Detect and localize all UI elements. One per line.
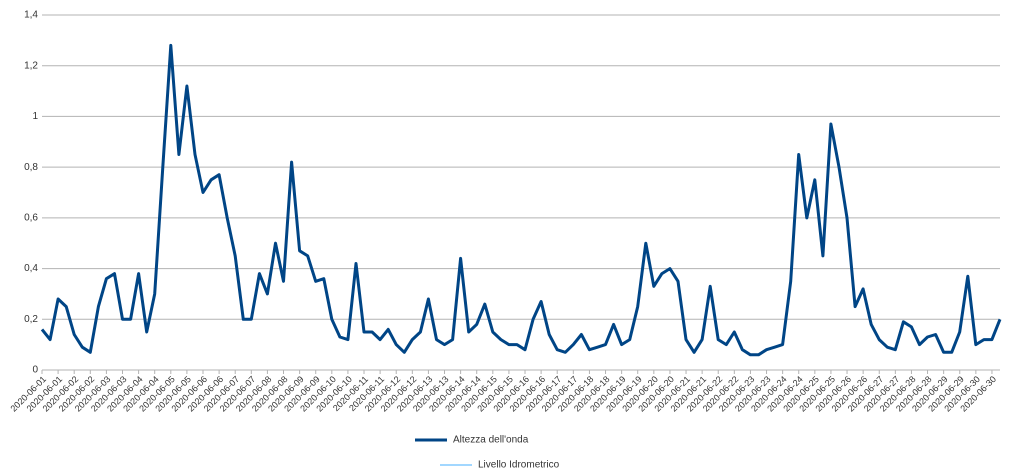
y-tick-label: 0,2 [24,314,38,325]
y-tick-label: 1 [32,111,38,122]
y-tick-label: 0,4 [24,263,38,274]
y-tick-label: 1,4 [24,10,38,21]
y-tick-label: 1,2 [24,60,38,71]
y-tick-label: 0,6 [24,212,38,223]
y-tick-label: 0,8 [24,162,38,173]
legend-label: Livello Idrometrico [478,460,560,471]
y-tick-label: 0 [32,365,38,376]
line-series [40,43,1002,357]
legend-label: Altezza dell'onda [453,435,529,446]
